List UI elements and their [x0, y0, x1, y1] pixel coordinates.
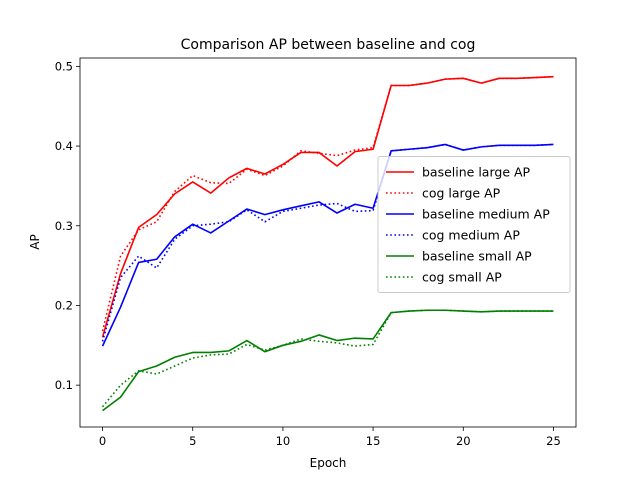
series-line-2: [101, 75, 554, 332]
x-tick-label: 25: [546, 434, 561, 448]
y-tick-label: 0.3: [55, 219, 73, 233]
x-tick-label: 0: [99, 434, 106, 448]
x-tick-label: 20: [456, 434, 471, 448]
series-layer: [101, 75, 554, 412]
x-tick-label: 15: [366, 434, 381, 448]
y-axis-label: AP: [28, 234, 42, 249]
x-tick-label: 10: [276, 434, 291, 448]
y-tick-label: 0.4: [55, 139, 73, 153]
legend-label: cog large AP: [422, 186, 501, 201]
legend-label: baseline medium AP: [422, 207, 550, 222]
legend-label: cog small AP: [422, 270, 502, 285]
series-line-5: [102, 309, 554, 412]
chart-title: Comparison AP between baseline and cog: [181, 37, 476, 53]
legend-label: cog medium AP: [422, 228, 520, 243]
x-tick-label: 5: [189, 434, 196, 448]
y-tick-label: 0.1: [55, 378, 73, 392]
x-axis-ticks: 0 5 10 15 20 25: [99, 427, 561, 448]
y-tick-label: 0.5: [55, 59, 73, 73]
legend-label: baseline small AP: [422, 249, 532, 264]
y-axis-ticks: 0.1 0.2 0.3 0.4 0.5: [55, 59, 80, 392]
series-line-6: [101, 309, 554, 408]
legend: baseline large AP cog large AP baseline me…: [377, 156, 571, 293]
x-axis-label: Epoch: [310, 456, 347, 470]
legend-box: [377, 156, 571, 293]
y-tick-label: 0.2: [55, 298, 73, 312]
legend-label: baseline large AP: [422, 165, 531, 180]
series-line-3: [101, 143, 554, 347]
plot-frame: [79, 57, 577, 428]
